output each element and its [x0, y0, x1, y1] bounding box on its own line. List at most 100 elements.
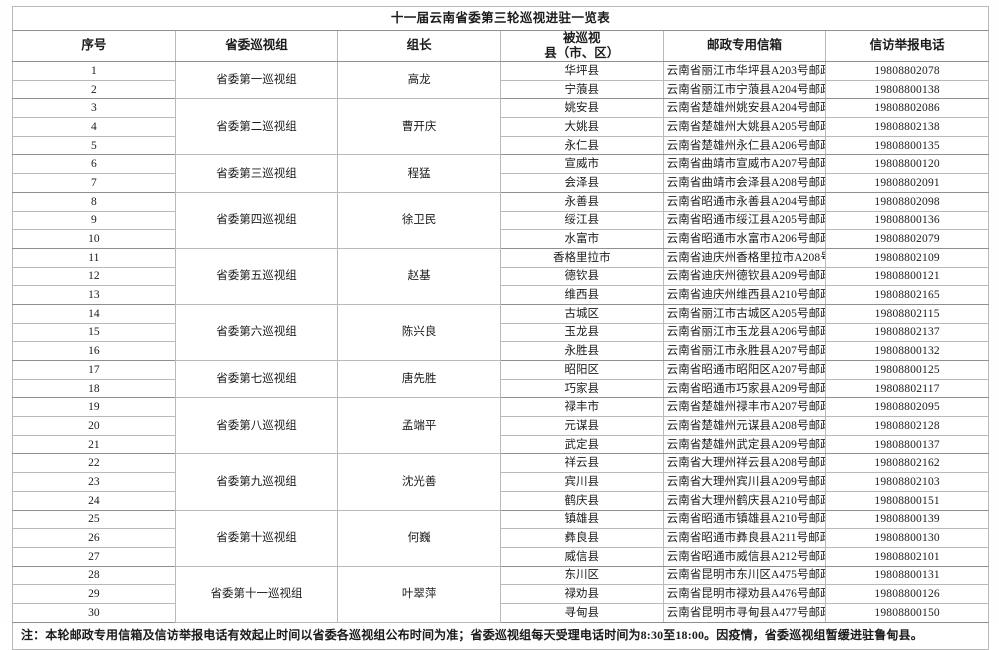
cell-no: 2 [12, 79, 176, 100]
cell-mailbox: 云南省昭通市彝良县A211号邮政信箱 [662, 528, 827, 548]
cell-mailbox: 云南省昭通市绥江县A205号邮政信箱 [662, 210, 827, 231]
cell-phone: 19808802117 [825, 378, 989, 399]
table-row: 1省委第一巡视组高龙华坪县云南省丽江市华坪县A203号邮政信箱198088020… [12, 60, 989, 100]
table-row: 18 巧家县云南省昭通市巧家县A209号邮政信箱19808802117 [12, 378, 989, 399]
cell-group-leader: 陈兴良 [337, 303, 501, 362]
cell-phone: 19808800150 [825, 602, 989, 623]
cell-mailbox: 云南省丽江市永胜县A207号邮政信箱 [662, 341, 827, 361]
document-page: 十一届云南省委第三轮巡视进驻一览表 序号 省委巡视组 组长 被巡视 县（市、区） … [12, 6, 989, 650]
cell-no: 28 [12, 565, 176, 586]
cell-county: 寻甸县 [499, 602, 664, 623]
table-row: 8省委第四巡视组徐卫民永善县云南省昭通市永善县A204号邮政信箱19808802… [12, 191, 989, 249]
cell-no: 17 [12, 360, 176, 380]
cell-no: 14 [12, 303, 176, 324]
cell-group-leader: 曹开庆 [337, 98, 501, 156]
cell-county: 会泽县 [499, 173, 664, 193]
cell-mailbox: 云南省昭通市威信县A212号邮政信箱 [662, 546, 827, 567]
cell-phone: 19808802091 [825, 173, 989, 193]
cell-county: 永胜县 [499, 341, 664, 361]
cell-mailbox: 云南省大理州祥云县A208号邮政信箱 [662, 453, 827, 474]
cell-county: 维西县 [499, 285, 664, 305]
cell-mailbox: 云南省昆明市禄劝县A476号邮政信箱 [662, 584, 827, 604]
cell-inspection-group: 省委第七巡视组 [174, 359, 339, 399]
cell-county: 祥云县 [499, 453, 664, 474]
cell-county: 永善县 [499, 191, 664, 212]
cell-phone: 19808802101 [825, 546, 989, 567]
column-header-county-line2: 县（市、区） [544, 46, 620, 60]
column-header-group: 省委巡视组 [174, 30, 339, 62]
cell-phone: 19808800138 [825, 79, 989, 100]
cell-mailbox: 云南省昆明市寻甸县A477号邮政信箱 [662, 602, 827, 623]
inspection-table: 十一届云南省委第三轮巡视进驻一览表 序号 省委巡视组 组长 被巡视 县（市、区） … [12, 6, 989, 650]
cell-no: 19 [12, 397, 176, 418]
cell-phone: 19808802162 [825, 453, 989, 474]
cell-county: 昭阳区 [499, 360, 664, 380]
cell-mailbox: 云南省昭通市昭阳区A207号邮政信箱 [662, 360, 827, 380]
footer-note: 注：本轮邮政专用信箱及信访举报电话有效起止时间以省委各巡视组公布时间为准；省委巡… [12, 621, 989, 650]
table-row: 2 宁蒗县云南省丽江市宁蒗县A204号邮政信箱19808800138 [12, 79, 989, 100]
cell-mailbox: 云南省楚雄州姚安县A204号邮政信箱 [662, 98, 827, 119]
cell-no: 4 [12, 117, 176, 137]
table-title-row: 十一届云南省委第三轮巡视进驻一览表 [12, 6, 989, 31]
table-row: 13 维西县云南省迪庆州维西县A210号邮政信箱19808802165 [12, 285, 989, 305]
cell-mailbox: 云南省楚雄州禄丰市A207号邮政信箱 [662, 397, 827, 418]
cell-mailbox: 云南省昆明市东川区A475号邮政信箱 [662, 565, 827, 586]
cell-county: 威信县 [499, 546, 664, 567]
table-row: 22省委第九巡视组沈光善祥云县云南省大理州祥云县A208号邮政信箱1980880… [12, 453, 989, 511]
cell-group-leader: 程猛 [337, 154, 501, 193]
column-header-no: 序号 [12, 30, 176, 62]
table-row: 6省委第三巡视组程猛宣威市云南省曲靖市宣威市A207号邮政专用信箱1980880… [12, 154, 989, 193]
cell-mailbox: 云南省楚雄州大姚县A205号邮政信箱 [662, 117, 827, 137]
table-body: 十一届云南省委第三轮巡视进驻一览表 序号 省委巡视组 组长 被巡视 县（市、区） … [12, 6, 989, 650]
cell-no: 21 [12, 434, 176, 455]
table-row: 9 绥江县云南省昭通市绥江县A205号邮政信箱19808800136 [12, 210, 989, 231]
cell-inspection-group: 省委第九巡视组 [174, 453, 339, 511]
cell-mailbox: 云南省丽江市宁蒗县A204号邮政信箱 [662, 79, 827, 100]
cell-inspection-group: 省委第八巡视组 [174, 397, 339, 455]
column-header-county: 被巡视 县（市、区） [499, 30, 664, 62]
cell-county: 鹤庆县 [499, 490, 664, 511]
cell-inspection-group: 省委第四巡视组 [174, 191, 339, 249]
cell-county: 元谋县 [499, 416, 664, 436]
cell-mailbox: 云南省丽江市华坪县A203号邮政信箱 [662, 61, 827, 81]
table-row: 24 鹤庆县云南省大理州鹤庆县A210号邮政信箱19808800151 [12, 490, 989, 511]
table-row: 30 寻甸县云南省昆明市寻甸县A477号邮政信箱19808800150 [12, 602, 989, 623]
cell-mailbox: 云南省昭通市巧家县A209号邮政信箱 [662, 378, 827, 399]
cell-no: 24 [12, 490, 176, 511]
cell-no: 1 [12, 61, 176, 81]
cell-phone: 19808800121 [825, 266, 989, 287]
table-row: 14省委第六巡视组陈兴良古城区云南省丽江市古城区A205号邮政信箱1980880… [12, 303, 989, 362]
cell-county: 德钦县 [499, 266, 664, 287]
cell-phone: 19808800125 [825, 360, 989, 380]
cell-phone: 19808800136 [825, 210, 989, 231]
table-row: 3省委第二巡视组曹开庆姚安县云南省楚雄州姚安县A204号邮政信箱19808802… [12, 98, 989, 156]
cell-no: 29 [12, 584, 176, 604]
cell-no: 18 [12, 378, 176, 399]
cell-phone: 19808802138 [825, 117, 989, 137]
cell-mailbox: 云南省楚雄州永仁县A206号邮政信箱 [662, 135, 827, 156]
cell-phone: 19808800139 [825, 509, 989, 530]
cell-mailbox: 云南省迪庆州德钦县A209号邮政信箱 [662, 266, 827, 287]
table-row: 20 元谋县云南省楚雄州元谋县A208号邮政信箱19808802128 [12, 416, 989, 436]
cell-phone: 19808802165 [825, 285, 989, 305]
table-row: 23 宾川县云南省大理州宾川县A209号邮政信箱19808802103 [12, 472, 989, 492]
cell-county: 玉龙县 [499, 322, 664, 343]
cell-mailbox: 云南省昭通市永善县A204号邮政信箱 [662, 191, 827, 212]
cell-mailbox: 云南省昭通市水富市A206号邮政信箱 [662, 229, 827, 249]
cell-no: 27 [12, 546, 176, 567]
cell-county: 大姚县 [499, 117, 664, 137]
cell-no: 15 [12, 322, 176, 343]
cell-no: 11 [12, 247, 176, 268]
cell-county: 华坪县 [499, 61, 664, 81]
cell-mailbox: 云南省楚雄州元谋县A208号邮政信箱 [662, 416, 827, 436]
cell-mailbox: 云南省大理州宾川县A209号邮政信箱 [662, 472, 827, 492]
cell-group-leader: 何巍 [337, 509, 501, 567]
cell-inspection-group: 省委第六巡视组 [174, 303, 339, 362]
cell-mailbox: 云南省大理州鹤庆县A210号邮政信箱 [662, 490, 827, 511]
cell-no: 20 [12, 416, 176, 436]
cell-no: 23 [12, 472, 176, 492]
cell-no: 12 [12, 266, 176, 287]
column-header-county-line1: 被巡视 [563, 31, 601, 46]
cell-county: 姚安县 [499, 98, 664, 119]
page-title: 十一届云南省委第三轮巡视进驻一览表 [12, 6, 989, 31]
